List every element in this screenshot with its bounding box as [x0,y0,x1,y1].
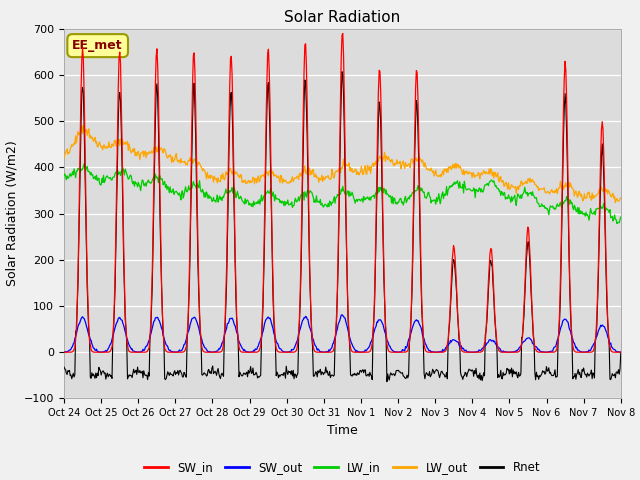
Rnet [127,373,135,379]
Text: EE_met: EE_met [72,39,123,52]
LW_out [411,157,419,163]
SW_in [127,349,135,355]
Legend: SW_in, SW_out, LW_in, LW_out, Rnet: SW_in, SW_out, LW_in, LW_out, Rnet [140,456,545,479]
Rnet [60,364,68,370]
SW_out [338,312,346,318]
LW_in [613,221,621,227]
Line: Rnet: Rnet [64,72,621,382]
LW_in [185,183,193,189]
X-axis label: Time: Time [327,424,358,437]
LW_out [60,156,68,161]
Title: Solar Radiation: Solar Radiation [284,10,401,25]
LW_out [617,195,625,201]
Line: SW_out: SW_out [64,315,621,352]
SW_out [617,349,625,355]
LW_out [70,140,78,146]
LW_in [70,166,78,172]
LW_in [428,200,435,206]
SW_in [184,322,192,327]
SW_out [60,349,68,355]
SW_in [339,31,347,36]
Y-axis label: Solar Radiation (W/m2): Solar Radiation (W/m2) [5,141,19,287]
Line: LW_in: LW_in [64,164,621,224]
LW_in [80,161,88,167]
LW_out [128,148,136,154]
SW_out [214,348,221,354]
SW_out [184,329,192,335]
SW_in [60,349,68,355]
Line: SW_in: SW_in [64,34,621,352]
LW_in [214,199,222,205]
Rnet [412,119,419,125]
SW_out [412,318,419,324]
Rnet [617,349,625,355]
Line: LW_out: LW_out [64,125,621,203]
Rnet [428,371,436,376]
LW_in [617,214,625,220]
SW_out [70,340,78,346]
Rnet [383,379,391,384]
SW_in [70,347,78,352]
Rnet [184,325,192,331]
SW_out [324,349,332,355]
LW_in [128,179,136,185]
SW_in [428,349,435,355]
Rnet [70,374,78,380]
LW_out [428,165,435,171]
LW_in [411,189,419,194]
SW_out [428,348,436,354]
SW_in [411,120,419,126]
SW_out [127,346,135,352]
SW_in [617,349,625,355]
LW_out [79,122,87,128]
Rnet [214,368,221,374]
LW_out [185,157,193,163]
Rnet [338,69,346,74]
LW_out [612,200,620,205]
SW_in [214,349,221,355]
LW_out [214,175,222,180]
LW_in [60,172,68,178]
